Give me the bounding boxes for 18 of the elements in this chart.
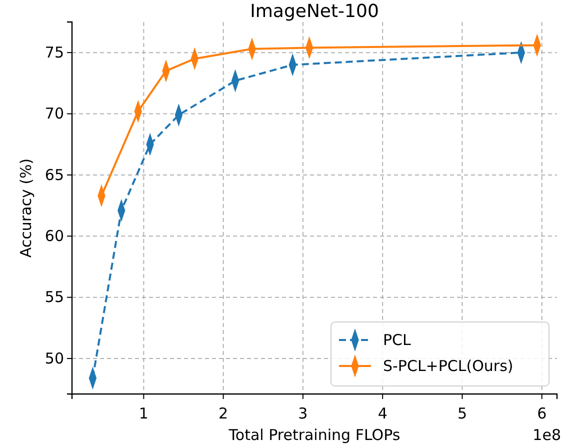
legend-label: S-PCL+PCL(Ours) (383, 357, 514, 375)
y-tick-label: 70 (44, 104, 64, 123)
y-tick-label: 75 (44, 43, 64, 62)
y-tick-label: 55 (44, 288, 64, 306)
x-tick-label: 5 (457, 404, 468, 422)
x-tick-label: 6 (537, 404, 547, 422)
text: 1e8 (532, 426, 561, 444)
x-axis-title: Total Pretraining FLOPs (228, 426, 400, 444)
x-tick-label: 4 (378, 404, 388, 422)
x-tick-label: 2 (218, 404, 228, 422)
x-tick-label: 1 (138, 404, 148, 422)
x-tick-label: 3 (298, 404, 308, 422)
chart-title: ImageNet-100 (250, 1, 379, 22)
legend-label: PCL (383, 331, 412, 349)
y-tick-label: 50 (44, 349, 64, 368)
y-tick-label: 60 (44, 226, 64, 245)
y-tick-label: 65 (44, 166, 64, 184)
y-axis-title: Accuracy (%) (17, 158, 35, 258)
